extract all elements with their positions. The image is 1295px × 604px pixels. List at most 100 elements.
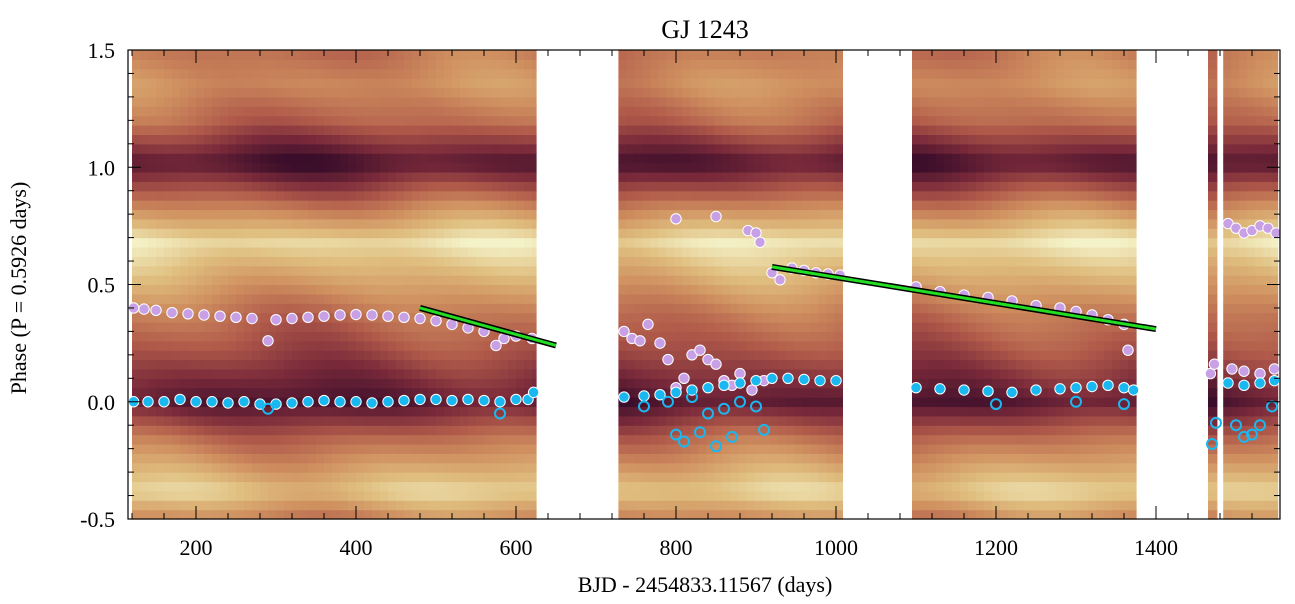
heatmap-cell bbox=[316, 200, 325, 211]
heatmap-cell bbox=[188, 350, 197, 361]
heatmap-cell bbox=[1040, 134, 1049, 145]
heatmap-cell bbox=[1016, 190, 1025, 201]
heatmap-cell bbox=[204, 265, 213, 276]
heatmap-cell bbox=[196, 275, 205, 286]
heatmap-cell bbox=[834, 472, 843, 483]
heatmap-cell bbox=[992, 434, 1001, 445]
heatmap-cell bbox=[276, 350, 285, 361]
heatmap-cell bbox=[802, 134, 811, 145]
heatmap-cell bbox=[1016, 453, 1025, 464]
heatmap-cell bbox=[180, 153, 189, 164]
heatmap-cell bbox=[476, 50, 485, 60]
heatmap-cell bbox=[292, 443, 301, 454]
heatmap-cell bbox=[228, 368, 237, 379]
heatmap-cell bbox=[244, 162, 253, 173]
heatmap-cell bbox=[428, 68, 437, 79]
heatmap-cell bbox=[722, 293, 731, 304]
heatmap-cell bbox=[810, 87, 819, 98]
heatmap-cell bbox=[944, 209, 953, 220]
heatmap-cell bbox=[404, 143, 413, 154]
heatmap-cell bbox=[984, 190, 993, 201]
heatmap-cell bbox=[220, 303, 229, 314]
heatmap-cell bbox=[920, 181, 929, 192]
heatmap-cell bbox=[802, 246, 811, 257]
heatmap-cell bbox=[172, 228, 181, 239]
heatmap-cell bbox=[722, 425, 731, 436]
heatmap-cell bbox=[952, 509, 961, 520]
heatmap-cell bbox=[188, 425, 197, 436]
heatmap-cell bbox=[618, 246, 627, 257]
heatmap-cell bbox=[786, 359, 795, 370]
heatmap-cell bbox=[650, 246, 659, 257]
heatmap-cell bbox=[260, 415, 269, 426]
heatmap-cell bbox=[754, 190, 763, 201]
heatmap-cell bbox=[524, 443, 533, 454]
heatmap-cell bbox=[746, 425, 755, 436]
heatmap-cell bbox=[532, 68, 537, 79]
heatmap-cell bbox=[1008, 378, 1017, 389]
heatmap-cell bbox=[220, 368, 229, 379]
heatmap-cell bbox=[276, 453, 285, 464]
heatmap-cell bbox=[992, 397, 1001, 408]
heatmap-cell bbox=[778, 162, 787, 173]
heatmap-cell bbox=[818, 162, 827, 173]
heatmap-cell bbox=[626, 434, 635, 445]
heatmap-cell bbox=[944, 509, 953, 520]
heatmap-cell bbox=[420, 200, 429, 211]
heatmap-cell bbox=[172, 368, 181, 379]
heatmap-cell bbox=[508, 509, 517, 520]
heatmap-cell bbox=[204, 228, 213, 239]
heatmap-cell bbox=[364, 322, 373, 332]
heatmap-cell bbox=[444, 153, 453, 164]
heatmap-cell bbox=[228, 481, 237, 492]
heatmap-cell bbox=[1008, 115, 1017, 126]
heatmap-cell bbox=[730, 190, 739, 201]
heatmap-cell bbox=[626, 453, 635, 464]
heatmap-cell bbox=[492, 134, 501, 145]
heatmap-cell bbox=[834, 425, 843, 436]
heatmap-cell bbox=[300, 350, 309, 361]
heatmap-cell bbox=[1032, 78, 1041, 89]
heatmap-cell bbox=[770, 68, 779, 79]
heatmap-cell bbox=[500, 153, 509, 164]
heatmap-cell bbox=[284, 340, 293, 351]
heatmap-cell bbox=[164, 368, 173, 379]
heatmap-cell bbox=[180, 162, 189, 173]
heatmap-cell bbox=[1040, 509, 1049, 520]
heatmap-cell bbox=[316, 359, 325, 370]
heatmap-cell bbox=[500, 143, 509, 154]
heatmap-cell bbox=[140, 322, 149, 332]
heatmap-cell bbox=[348, 237, 357, 248]
heatmap-cell bbox=[706, 181, 715, 192]
heatmap-cell bbox=[372, 406, 381, 417]
heatmap-cell bbox=[308, 237, 317, 248]
heatmap-cell bbox=[484, 331, 493, 342]
heatmap-cell bbox=[944, 453, 953, 464]
heatmap-cell bbox=[1024, 143, 1033, 154]
heatmap-cell bbox=[484, 500, 493, 511]
heatmap-cell bbox=[388, 415, 397, 426]
heatmap-cell bbox=[706, 125, 715, 136]
heatmap-cell bbox=[356, 190, 365, 201]
heatmap-cell bbox=[698, 134, 707, 145]
heatmap-cell bbox=[500, 340, 509, 351]
heatmap-cell bbox=[802, 143, 811, 154]
heatmap-cell bbox=[754, 293, 763, 304]
heatmap-cell bbox=[826, 209, 835, 220]
heatmap-cell bbox=[220, 434, 229, 445]
heatmap-cell bbox=[1008, 143, 1017, 154]
heatmap-cell bbox=[650, 434, 659, 445]
heatmap-cell bbox=[1008, 125, 1017, 136]
heatmap-cell bbox=[1048, 246, 1057, 257]
heatmap-cell bbox=[722, 106, 731, 117]
heatmap-cell bbox=[992, 368, 1001, 379]
heatmap-cell bbox=[658, 331, 667, 342]
heatmap-cell bbox=[292, 237, 301, 248]
heatmap-cell bbox=[476, 359, 485, 370]
heatmap-cell bbox=[348, 368, 357, 379]
heatmap-cell bbox=[936, 293, 945, 304]
heatmap-cell bbox=[960, 378, 969, 389]
heatmap-cell bbox=[1040, 500, 1049, 511]
heatmap-cell bbox=[1016, 509, 1025, 520]
heatmap-cell bbox=[532, 87, 537, 98]
